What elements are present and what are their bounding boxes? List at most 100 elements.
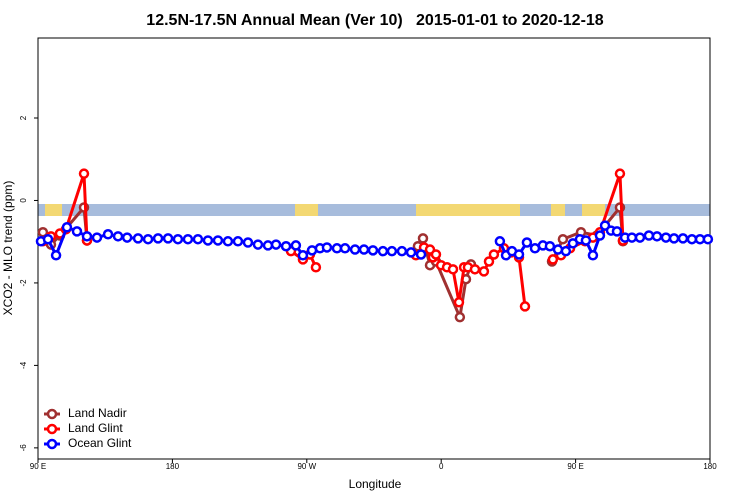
- point: [417, 233, 429, 244]
- point: [297, 250, 309, 261]
- point: [358, 244, 370, 255]
- legend-label: Land Glint: [68, 421, 123, 435]
- point: [262, 240, 274, 251]
- point: [142, 233, 154, 245]
- point: [310, 262, 322, 273]
- legend-marker: [46, 408, 58, 420]
- land-patch: [295, 204, 318, 216]
- y-tick-label: -4: [19, 361, 28, 369]
- point: [396, 245, 408, 257]
- point: [202, 235, 214, 246]
- point: [162, 233, 174, 244]
- x-tick-label: 90 W: [297, 462, 316, 471]
- y-tick-label: 0: [19, 198, 28, 203]
- point: [454, 311, 466, 323]
- point: [594, 230, 606, 241]
- point: [660, 232, 672, 243]
- land-band: [38, 204, 710, 216]
- point: [280, 240, 292, 252]
- x-tick-label: 180: [166, 462, 180, 471]
- point: [677, 233, 689, 244]
- point: [192, 233, 204, 245]
- point: [469, 264, 481, 275]
- land-patch: [582, 204, 605, 216]
- point: [614, 168, 626, 179]
- land-patch: [45, 204, 62, 216]
- point: [152, 233, 164, 244]
- point: [587, 250, 599, 261]
- land-patch: [551, 204, 565, 216]
- point: [513, 249, 525, 260]
- point: [232, 236, 244, 247]
- point: [339, 243, 351, 254]
- chart-title: 12.5N-17.5N Annual Mean (Ver 10) 2015-01…: [146, 12, 604, 29]
- point: [453, 297, 465, 308]
- point: [222, 236, 234, 247]
- point: [386, 245, 398, 257]
- point: [560, 245, 572, 257]
- point: [349, 244, 361, 255]
- land-patch: [416, 204, 520, 216]
- point: [521, 237, 533, 248]
- point: [270, 239, 282, 250]
- point: [242, 237, 254, 248]
- point: [132, 233, 144, 244]
- point: [643, 230, 655, 241]
- point: [483, 256, 495, 267]
- point: [42, 233, 54, 245]
- point: [172, 233, 184, 245]
- plot-frame: [37, 37, 711, 460]
- x-axis-label: Longitude: [349, 477, 402, 491]
- legend-marker: [46, 423, 58, 435]
- point: [78, 168, 90, 179]
- point: [580, 235, 592, 246]
- point: [182, 233, 194, 245]
- point: [102, 229, 114, 240]
- legend-marker: [46, 438, 58, 450]
- x-tick-label: 90 E: [30, 462, 46, 471]
- point: [71, 226, 83, 237]
- point: [252, 239, 264, 250]
- point: [121, 232, 133, 243]
- point: [331, 243, 343, 254]
- point: [212, 235, 224, 246]
- point: [547, 254, 559, 265]
- point: [415, 249, 427, 260]
- point: [611, 226, 623, 237]
- point: [430, 249, 442, 260]
- point: [367, 245, 379, 256]
- x-tick-label: 90 E: [567, 462, 583, 471]
- point: [494, 236, 506, 247]
- point: [112, 231, 124, 242]
- y-tick-label: -6: [19, 444, 28, 452]
- point: [321, 242, 333, 253]
- y-axis-label: XCO2 - MLO trend (ppm): [1, 181, 15, 316]
- y-tick-label: -2: [19, 279, 28, 287]
- point: [686, 233, 698, 245]
- point: [91, 232, 103, 243]
- point: [488, 249, 500, 260]
- point: [377, 245, 389, 257]
- point: [668, 233, 680, 244]
- point: [544, 240, 556, 252]
- point: [519, 301, 531, 312]
- point: [634, 232, 646, 243]
- point: [50, 250, 62, 261]
- point: [651, 231, 663, 242]
- point: [447, 264, 459, 275]
- x-tick-label: 180: [703, 462, 717, 471]
- point: [557, 233, 569, 245]
- point: [61, 222, 73, 233]
- point: [478, 266, 490, 277]
- x-tick-label: 0: [439, 462, 444, 471]
- legend-label: Land Nadir: [68, 406, 127, 420]
- point: [405, 247, 417, 258]
- ocean-strip: [38, 204, 710, 216]
- y-tick-label: 2: [19, 115, 28, 120]
- point: [702, 233, 714, 245]
- point: [626, 232, 638, 243]
- legend-label: Ocean Glint: [68, 436, 132, 450]
- point: [81, 231, 93, 242]
- point: [290, 240, 302, 251]
